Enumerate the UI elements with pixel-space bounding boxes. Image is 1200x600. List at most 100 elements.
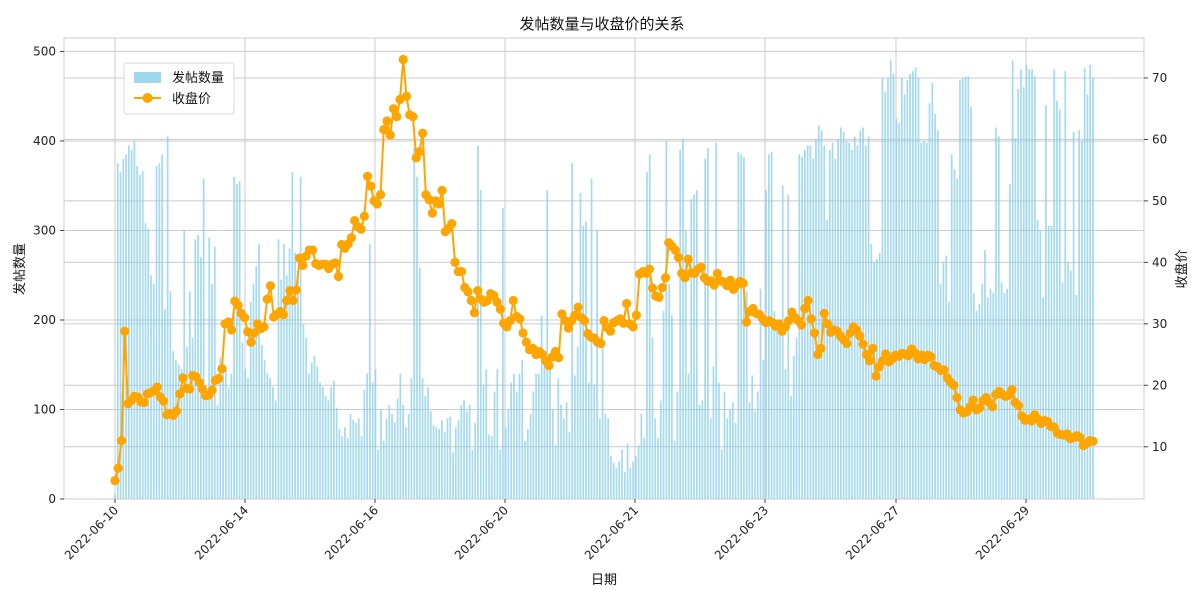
bar — [1069, 270, 1072, 499]
bar — [413, 148, 416, 499]
price-point — [560, 316, 570, 326]
bar — [743, 157, 745, 499]
bar — [867, 136, 870, 500]
price-point — [207, 385, 217, 395]
bar — [560, 405, 562, 499]
bar — [1086, 94, 1089, 500]
price-point — [466, 295, 476, 306]
bar — [1064, 71, 1067, 499]
right-tick-label: 60 — [1152, 132, 1167, 146]
bar — [637, 445, 640, 499]
bar — [133, 140, 136, 499]
bar — [186, 346, 188, 499]
bar — [756, 391, 759, 499]
bar — [1022, 87, 1025, 500]
bar — [881, 78, 884, 499]
price-point — [1088, 436, 1098, 446]
bar — [596, 230, 598, 500]
price-point — [803, 295, 813, 306]
price-point — [631, 310, 641, 320]
bar — [355, 422, 357, 499]
price-point — [712, 268, 722, 279]
bar — [718, 382, 720, 499]
bar — [779, 333, 781, 499]
price-point — [579, 316, 590, 326]
bar — [230, 373, 233, 499]
bar — [936, 130, 939, 499]
bar — [130, 149, 133, 500]
bar — [873, 261, 875, 499]
bar — [657, 438, 659, 499]
bar — [258, 243, 260, 499]
bar — [640, 413, 643, 499]
bar — [967, 76, 970, 499]
price-point — [362, 171, 373, 181]
bar — [161, 154, 163, 499]
bar — [266, 373, 269, 499]
bar — [407, 413, 410, 499]
price-point — [398, 54, 408, 65]
bar — [388, 405, 391, 499]
bar — [319, 382, 321, 499]
bar — [177, 364, 180, 499]
bar — [435, 427, 438, 499]
bar — [654, 418, 657, 499]
bar — [659, 400, 662, 499]
price-point — [521, 337, 531, 347]
price-point — [657, 282, 667, 293]
bar — [690, 199, 693, 499]
bar — [917, 78, 920, 499]
bar — [391, 413, 393, 499]
bar — [920, 142, 923, 499]
bar — [679, 149, 682, 500]
bar — [529, 413, 532, 499]
bar — [906, 80, 909, 500]
bar — [748, 402, 751, 499]
price-point — [113, 463, 123, 473]
bar — [648, 154, 651, 499]
bar — [205, 400, 208, 499]
price-point — [437, 185, 447, 196]
bar — [701, 400, 704, 499]
bar — [333, 380, 335, 499]
bar — [615, 467, 618, 499]
bar — [191, 337, 194, 499]
bar — [959, 80, 961, 500]
bar — [352, 420, 355, 499]
bar — [887, 78, 889, 499]
bar — [579, 192, 582, 499]
left-tick-label: 0 — [48, 492, 56, 506]
bar — [682, 139, 684, 499]
bar — [538, 373, 540, 499]
bar — [510, 382, 513, 499]
bar — [313, 355, 316, 499]
bar — [837, 139, 839, 499]
bar — [923, 140, 925, 499]
bar — [288, 248, 291, 499]
bar — [767, 154, 770, 499]
x-tick-label: 2022-06-27 — [843, 503, 902, 562]
bar — [695, 190, 698, 500]
bar — [241, 342, 244, 499]
bar — [438, 429, 441, 499]
price-point — [414, 147, 425, 157]
bar — [490, 436, 493, 499]
bar — [884, 91, 887, 499]
bar — [762, 360, 765, 499]
bar — [144, 223, 147, 499]
bar — [643, 438, 646, 499]
bar — [277, 239, 280, 499]
price-point — [171, 406, 182, 416]
price-point — [660, 273, 671, 283]
price-point — [1013, 400, 1024, 411]
bar — [956, 178, 959, 500]
bar — [260, 345, 263, 499]
bar — [222, 364, 224, 499]
price-point — [450, 257, 460, 267]
price-point — [392, 112, 402, 122]
bar-series — [114, 60, 1094, 500]
bar — [806, 145, 809, 499]
bar — [1025, 64, 1028, 499]
bar — [765, 190, 767, 500]
bar — [252, 284, 255, 499]
